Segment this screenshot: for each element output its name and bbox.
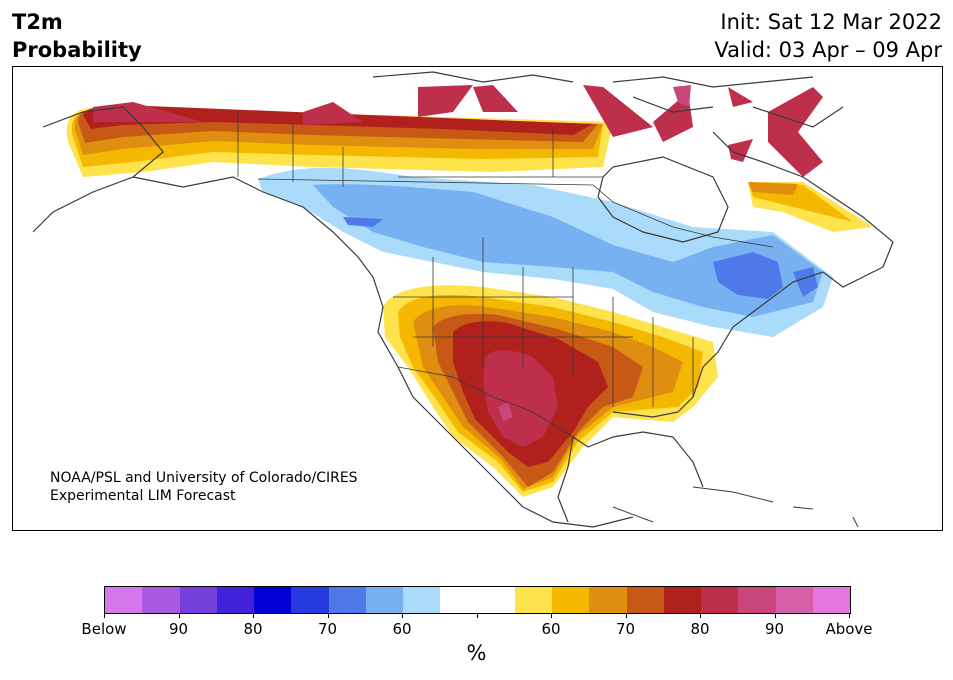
colorbar-swatch bbox=[105, 587, 143, 613]
above-south-pink bbox=[498, 402, 513, 422]
colorbar-tick-label: 90 bbox=[764, 620, 785, 638]
above-south-crimson bbox=[483, 350, 558, 447]
probability-map[interactable]: NOAA/PSL and University of Colorado/CIRE… bbox=[12, 66, 943, 531]
colorbar-swatch bbox=[738, 587, 776, 613]
below-band-bright bbox=[713, 252, 783, 299]
forecast-dates: Init: Sat 12 Mar 2022 Valid: 03 Apr – 09… bbox=[714, 8, 942, 64]
credit-line-institution: NOAA/PSL and University of Colorado/CIRE… bbox=[50, 470, 358, 486]
colorbar-swatch bbox=[552, 587, 590, 613]
map-title: T2m Probability bbox=[12, 8, 142, 64]
colorbar-swatch bbox=[142, 587, 180, 613]
colorbar-tick-label: 60 bbox=[541, 620, 561, 638]
colorbar-tick-mark bbox=[551, 613, 552, 618]
colorbar-unit: % bbox=[466, 641, 487, 665]
colorbar-tick-mark bbox=[700, 613, 701, 618]
colorbar-tick-mark bbox=[402, 613, 403, 618]
above-arctic-crimson-6 bbox=[653, 92, 693, 142]
colorbar-swatch bbox=[403, 587, 441, 613]
coastlines bbox=[32, 71, 894, 528]
map-canvas bbox=[32, 71, 894, 528]
valid-range: Valid: 03 Apr – 09 Apr bbox=[714, 38, 942, 62]
colorbar-swatch bbox=[812, 587, 850, 613]
colorbar-swatch bbox=[254, 587, 292, 613]
above-arctic-crimson-9 bbox=[728, 139, 753, 162]
above-labrador-orange bbox=[748, 182, 798, 195]
above-arctic-crimson-2 bbox=[303, 102, 363, 125]
colorbar-tick-mark bbox=[625, 613, 627, 618]
colorbar-swatch bbox=[626, 587, 664, 613]
below-band-bright-east bbox=[793, 267, 818, 297]
borders bbox=[237, 112, 774, 438]
colorbar-tick-mark bbox=[476, 613, 478, 618]
colorbar-swatch bbox=[365, 587, 403, 613]
colorbar-swatch bbox=[589, 587, 627, 613]
colorbar-swatch bbox=[514, 587, 552, 613]
above-arctic-crimson-4 bbox=[473, 85, 518, 112]
colorbar-swatch bbox=[477, 587, 515, 613]
colorbar-tick-labels: Below 90 80 70 60 60 70 80 90 Above bbox=[81, 620, 872, 640]
colorbar-tick-mark bbox=[849, 613, 850, 618]
above-arctic-crimson-7 bbox=[728, 87, 753, 107]
colorbar-swatch bbox=[701, 587, 739, 613]
colorbar-swatch bbox=[216, 587, 254, 613]
us-canada-border bbox=[257, 178, 774, 248]
colorbar-swatch bbox=[663, 587, 701, 613]
colorbar-tick-mark bbox=[327, 613, 329, 618]
colorbar-tickmarks bbox=[104, 613, 850, 618]
arctic-islands bbox=[372, 71, 844, 128]
above-arctic-pink-1 bbox=[673, 85, 691, 107]
colorbar-tick-mark bbox=[253, 613, 254, 618]
colorbar-tick-label: 70 bbox=[615, 620, 636, 638]
colorbar-tick-label: 60 bbox=[392, 620, 412, 638]
init-date: Init: Sat 12 Mar 2022 bbox=[720, 10, 942, 34]
below-band-bright-west bbox=[343, 217, 383, 227]
title-line-variable: T2m bbox=[12, 10, 63, 34]
us-mexico-border bbox=[397, 366, 574, 438]
colorbar-swatch bbox=[440, 587, 478, 613]
above-arctic-crimson-8 bbox=[768, 87, 823, 177]
credit-line-product: Experimental LIM Forecast bbox=[50, 488, 236, 504]
colorbar-tick-label: 90 bbox=[168, 620, 189, 638]
probability-colorbar bbox=[104, 586, 851, 614]
colorbar-tick-label: Below bbox=[81, 620, 127, 638]
gulf-coast bbox=[557, 431, 704, 523]
east-coast bbox=[612, 131, 894, 418]
title-line-quantity: Probability bbox=[12, 38, 142, 62]
colorbar-tick-label: 70 bbox=[317, 620, 338, 638]
colorbar-swatch bbox=[179, 587, 217, 613]
colorbar-swatch bbox=[291, 587, 329, 613]
colorbar-swatch bbox=[775, 587, 813, 613]
hudson-bay bbox=[597, 156, 729, 243]
below-band-medium bbox=[313, 184, 823, 317]
state-lines bbox=[237, 112, 694, 407]
above-arctic-crimson-3 bbox=[418, 85, 473, 117]
colorbar-tick-label: 80 bbox=[243, 620, 263, 638]
colorbar-tick-mark bbox=[774, 613, 776, 618]
colorbar-tick-mark bbox=[178, 613, 180, 618]
above-arctic-crimson-5 bbox=[583, 85, 653, 137]
colorbar-tick-label: Above bbox=[825, 620, 873, 638]
credit-text: NOAA/PSL and University of Colorado/CIRE… bbox=[50, 469, 358, 505]
colorbar-swatch bbox=[328, 587, 366, 613]
colorbar-tick-label: 80 bbox=[690, 620, 710, 638]
colorbar-tick-mark bbox=[104, 613, 105, 618]
caribbean-islands bbox=[612, 486, 859, 528]
